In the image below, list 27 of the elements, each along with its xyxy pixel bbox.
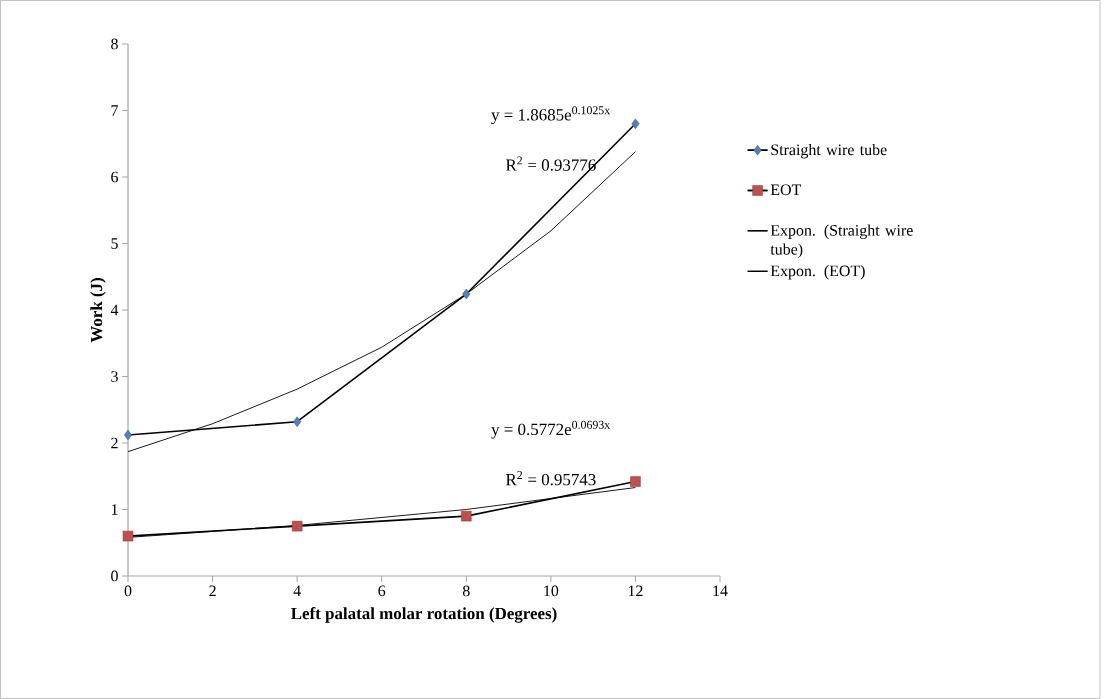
x-tick-label: 6 [378, 585, 386, 597]
annotation: R$^{2}$ = 0.95743 [505, 471, 596, 486]
y-tick-label: 1 [111, 504, 118, 515]
annotation: R$^{2}$ = 0.93776 [505, 156, 596, 171]
x-tick-label: 12 [628, 585, 643, 597]
y-tick-label: 7 [111, 105, 119, 116]
y-tick-label: 5 [111, 238, 118, 249]
y-tick-label: 4 [110, 304, 119, 316]
legend-label: EOT [770, 184, 802, 196]
x-tick-label: 10 [544, 585, 559, 597]
annotation: y = 0.5772e$^{0.0693x}$ [491, 420, 611, 439]
legend-label: Straight wire tube [771, 143, 887, 159]
legend-label: Expon. (EOT) [770, 265, 865, 280]
x-tick-label: 2 [209, 585, 216, 597]
x-axis-title: Left palatal molar rotation (Degrees) [291, 607, 557, 623]
x-tick-label: 8 [462, 585, 470, 597]
y-tick-label: 2 [111, 437, 118, 449]
x-tick-label: 4 [293, 585, 301, 596]
y-tick-label: 6 [111, 171, 119, 183]
y-axis-title: Work (J) [90, 278, 106, 343]
y-tick-label: 3 [111, 371, 118, 382]
annotation: y = 1.8685e$^{0.1025x}$ [491, 106, 611, 125]
x-tick-label: 0 [124, 585, 132, 597]
legend-label: Expon. (Straight wire tube) [770, 224, 913, 258]
y-tick-label: 0 [111, 570, 118, 582]
y-tick-label: 8 [111, 38, 118, 50]
x-tick-label: 14 [713, 585, 728, 597]
